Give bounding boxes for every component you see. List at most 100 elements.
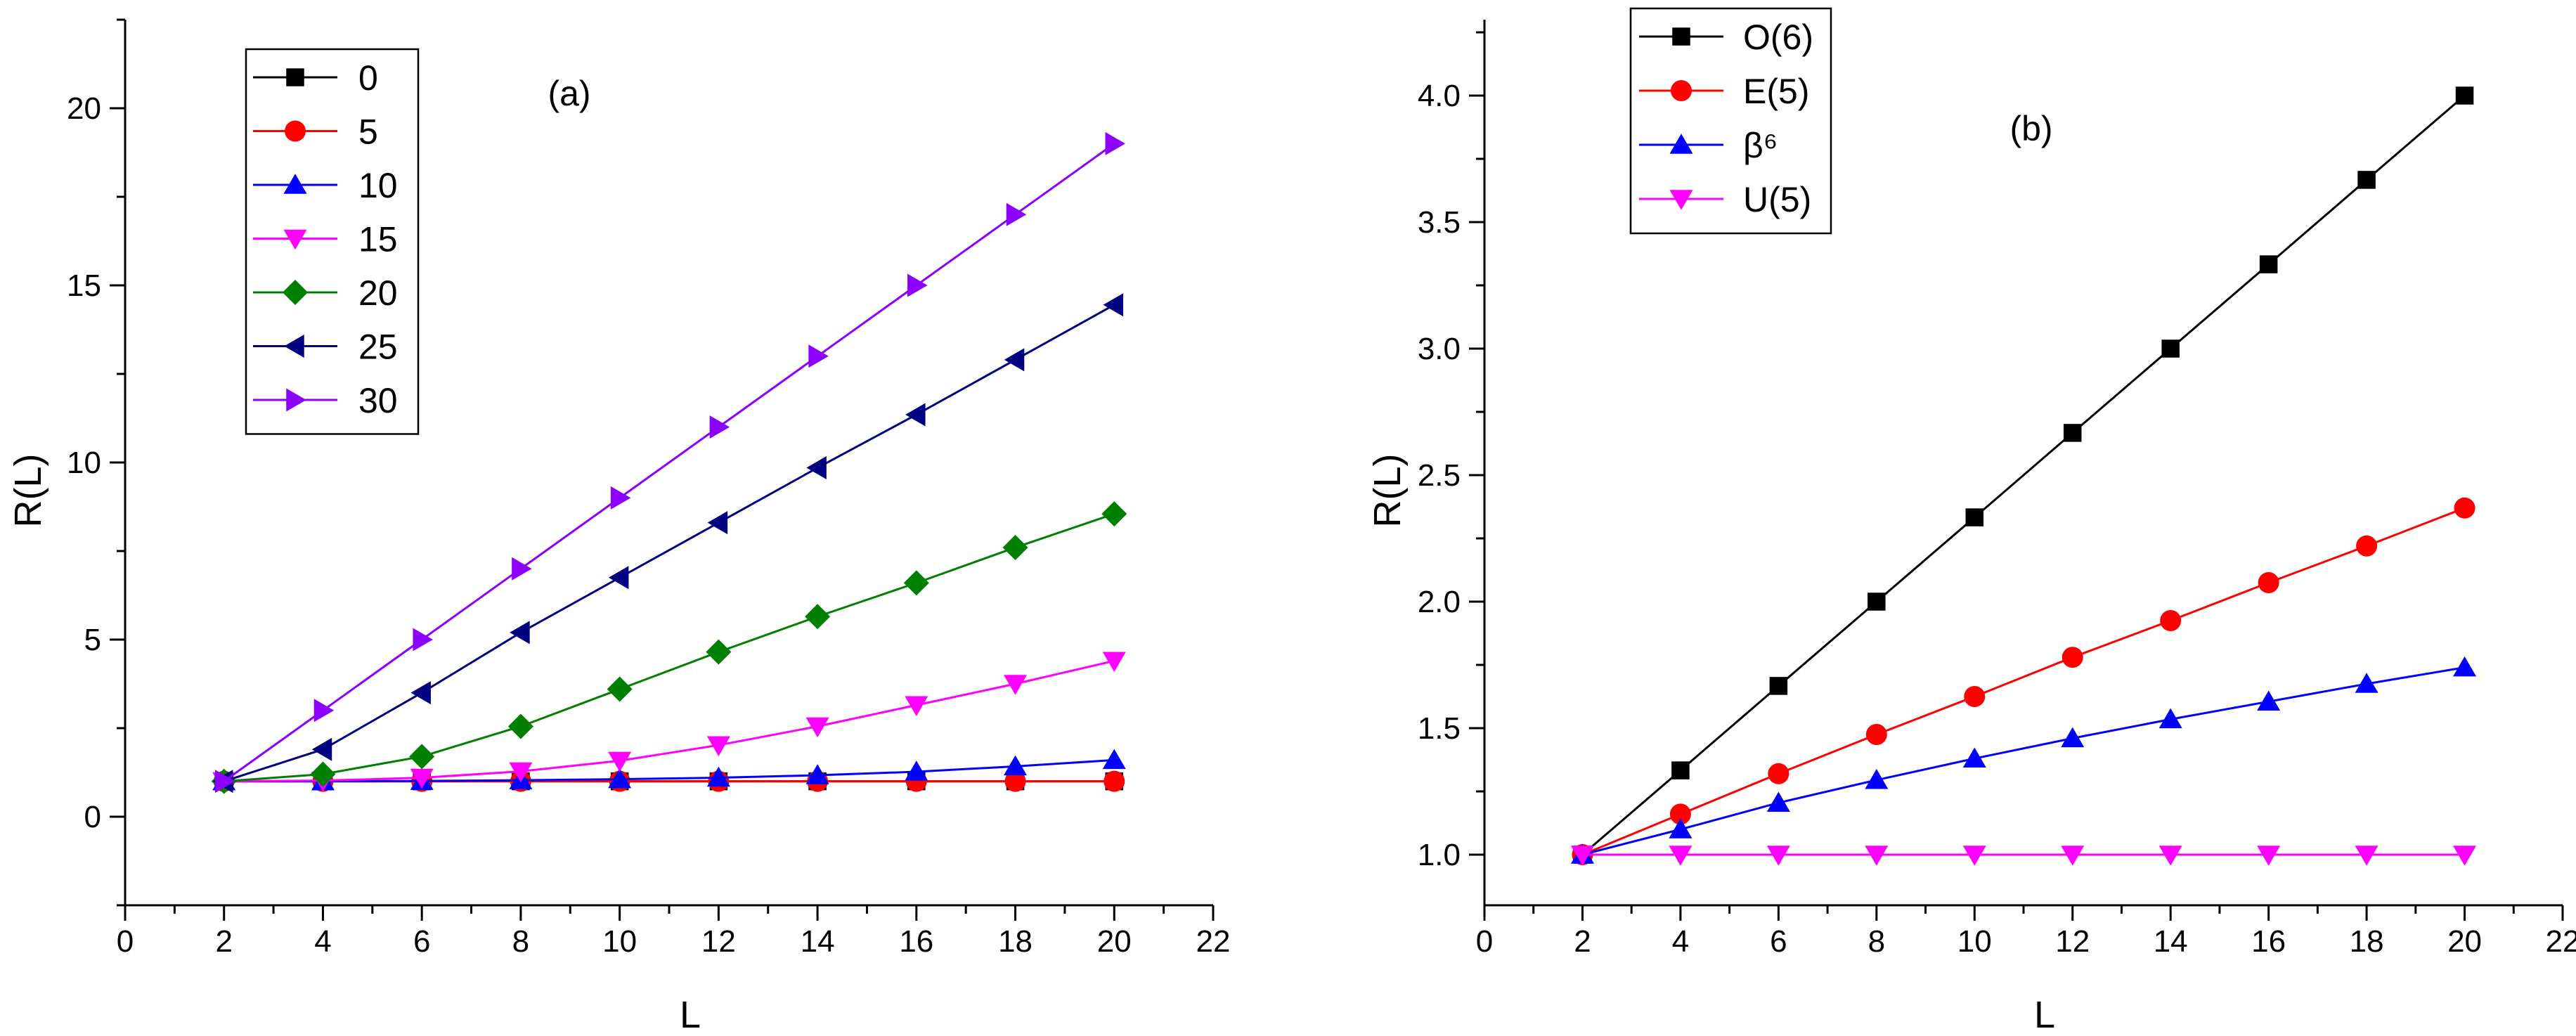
x-tick-label: 18 xyxy=(2350,924,2384,959)
x-tick-label: 20 xyxy=(1097,924,1132,959)
data-point xyxy=(507,713,533,739)
data-point xyxy=(608,566,629,590)
data-point xyxy=(2160,610,2182,631)
chart-panel-a: 0 2 4 6 8 10 12 14 16 18 20 22 0 5 10 15 20 L R(L) (a) 0 5 10 1… xyxy=(7,18,1230,1036)
data-point xyxy=(610,486,631,510)
legend-label: O(6) xyxy=(1743,18,1813,57)
data-point xyxy=(905,760,928,781)
legend-box xyxy=(1629,7,1832,235)
data-point xyxy=(1101,501,1127,527)
legend-marker xyxy=(1671,80,1692,101)
x-tick-label: 8 xyxy=(1868,924,1885,959)
series-line xyxy=(224,512,1115,783)
data-point xyxy=(1103,293,1124,317)
data-point xyxy=(1004,675,1028,695)
legend-marker xyxy=(283,229,307,250)
data-point xyxy=(1004,755,1028,776)
data-point xyxy=(1865,846,1889,866)
data-point xyxy=(2455,86,2474,105)
x-tick-label: 10 xyxy=(602,924,637,959)
data-point xyxy=(1004,348,1025,372)
data-point xyxy=(2257,846,2281,866)
data-point xyxy=(1102,749,1126,770)
x-tick-label: 0 xyxy=(1476,924,1493,959)
data-point xyxy=(1766,846,1790,866)
data-point xyxy=(1669,846,1692,866)
data-point xyxy=(2062,647,2083,668)
data-point xyxy=(2063,424,2082,442)
series-3 xyxy=(1570,846,2477,866)
data-point xyxy=(1865,724,1887,745)
data-point xyxy=(2355,846,2378,866)
series-line xyxy=(1581,507,2466,856)
data-point xyxy=(1002,534,1028,560)
data-point xyxy=(214,770,235,794)
data-point xyxy=(1965,508,1984,526)
data-point xyxy=(2454,497,2475,519)
series-line xyxy=(1581,94,2466,856)
x-tick-label: 4 xyxy=(1672,924,1689,959)
data-point xyxy=(410,681,431,705)
data-point xyxy=(608,768,632,789)
data-point xyxy=(905,403,926,427)
data-point xyxy=(2357,171,2376,189)
data-point xyxy=(808,344,829,368)
y-tick-label: 0 xyxy=(84,800,101,834)
data-point xyxy=(2453,656,2477,677)
data-point xyxy=(1669,818,1692,838)
legend-box xyxy=(245,48,420,435)
data-point xyxy=(1006,202,1027,226)
series-2 xyxy=(1570,656,2477,864)
data-point xyxy=(1964,686,1986,707)
series-line xyxy=(224,659,1115,783)
legend-marker xyxy=(286,68,304,86)
legend-label: 30 xyxy=(358,381,398,420)
x-tick-label: 4 xyxy=(314,924,331,959)
x-tick-label: 2 xyxy=(1574,924,1591,959)
data-point xyxy=(1766,791,1790,812)
data-point xyxy=(709,415,730,439)
y-tick-label: 2.0 xyxy=(1418,585,1461,619)
y-tick-label: 4.0 xyxy=(1418,79,1461,113)
data-point xyxy=(2061,727,2085,748)
chart-panel-b: 0 2 4 6 8 10 12 14 16 18 20 22 1.0 1.5 2.0 2.5 3.0 3.5 4.0… xyxy=(1366,7,2576,1036)
data-point xyxy=(706,736,730,756)
data-point xyxy=(510,621,530,645)
legend-label: 20 xyxy=(358,273,398,313)
legend-label: 5 xyxy=(358,112,378,152)
data-point xyxy=(903,570,929,596)
legend-marker xyxy=(285,120,306,142)
data-point xyxy=(805,764,829,784)
legend: 0 5 10 15 20 25 30 xyxy=(245,48,420,435)
data-point xyxy=(313,699,335,723)
data-point xyxy=(2158,846,2182,866)
data-point xyxy=(410,768,434,789)
legend-label: 25 xyxy=(358,328,398,367)
data-point xyxy=(1669,803,1691,825)
panel-label: (b) xyxy=(2009,109,2052,148)
legend-marker xyxy=(1669,134,1693,154)
y-tick-label: 2.5 xyxy=(1418,458,1461,493)
x-tick-label: 10 xyxy=(1957,924,1992,959)
x-tick-label: 22 xyxy=(2546,924,2576,959)
series-line xyxy=(224,758,1115,783)
x-tick-label: 0 xyxy=(117,924,134,959)
x-tick-label: 16 xyxy=(899,924,933,959)
data-point xyxy=(608,751,632,772)
data-point xyxy=(1105,131,1126,155)
data-point xyxy=(706,639,732,665)
legend-label: E(5) xyxy=(1743,72,1809,111)
data-point xyxy=(1768,763,1789,784)
data-point xyxy=(706,766,730,787)
x-tick-label: 6 xyxy=(413,924,430,959)
legend-label: U(5) xyxy=(1743,180,1811,219)
data-point xyxy=(2356,535,2378,557)
data-point xyxy=(512,557,532,581)
data-point xyxy=(310,761,336,787)
data-point xyxy=(1865,769,1889,789)
data-point xyxy=(311,737,332,761)
x-tick-label: 14 xyxy=(2154,924,2188,959)
data-point xyxy=(2158,708,2182,729)
data-point xyxy=(1570,846,1594,866)
data-point xyxy=(2453,846,2477,866)
